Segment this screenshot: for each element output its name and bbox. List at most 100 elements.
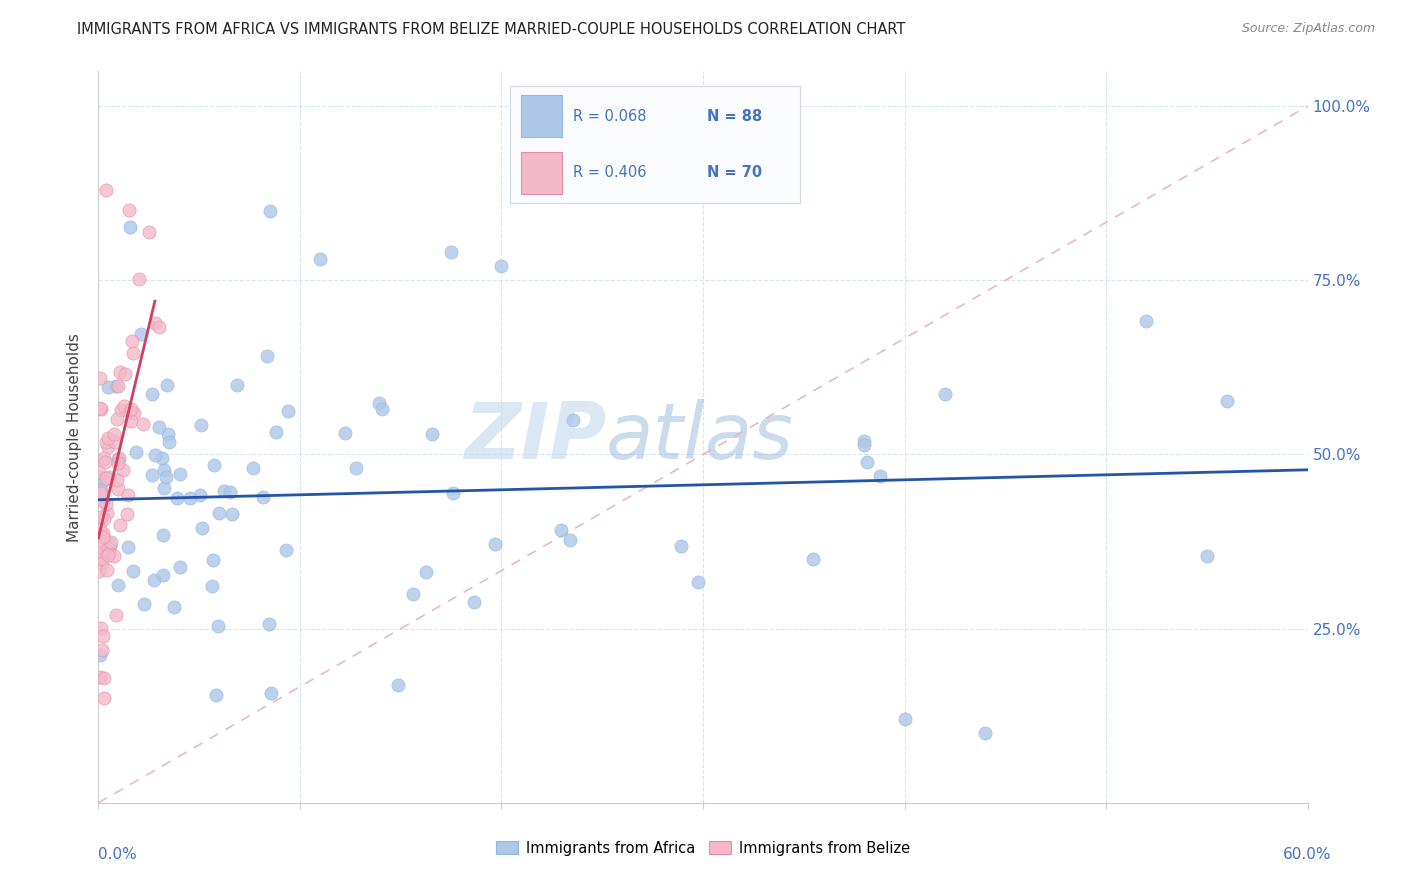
Text: Source: ZipAtlas.com: Source: ZipAtlas.com <box>1241 22 1375 36</box>
Point <box>152 568 174 582</box>
Point <box>97 548 120 562</box>
Point <box>97 431 120 445</box>
Point <box>107 379 129 393</box>
Point <box>90 401 112 416</box>
Point <box>91 526 114 541</box>
Point <box>201 553 224 567</box>
Point <box>128 272 150 286</box>
Point <box>120 402 142 417</box>
Point <box>108 365 131 379</box>
Point <box>219 485 242 500</box>
Point <box>90 486 112 500</box>
Point <box>205 688 228 702</box>
Point <box>93 511 115 525</box>
Point <box>103 549 125 563</box>
Point <box>558 533 581 548</box>
Point <box>132 417 155 432</box>
Text: 60.0%: 60.0% <box>1284 847 1331 862</box>
Point <box>105 473 128 487</box>
Point <box>463 595 485 609</box>
Point <box>152 528 174 542</box>
Point <box>93 450 115 465</box>
Legend: Immigrants from Africa, Immigrants from Belize: Immigrants from Africa, Immigrants from … <box>491 835 915 862</box>
Point <box>387 678 409 692</box>
Point <box>333 426 356 441</box>
Point <box>134 598 156 612</box>
Point <box>309 252 332 267</box>
Point <box>163 600 186 615</box>
Point <box>89 670 111 684</box>
Point <box>89 553 111 567</box>
Point <box>869 469 891 483</box>
Point <box>97 470 120 484</box>
Point <box>207 619 229 633</box>
Point <box>115 508 138 522</box>
Point <box>415 565 437 579</box>
Point <box>669 539 692 553</box>
Point <box>89 552 111 566</box>
Point <box>107 482 129 496</box>
Point <box>143 316 166 330</box>
Point <box>117 541 139 555</box>
Point <box>104 435 127 450</box>
Point <box>89 528 111 542</box>
Point <box>157 435 180 450</box>
Point <box>138 225 160 239</box>
Point <box>93 672 115 686</box>
Point <box>169 467 191 481</box>
Point <box>89 370 111 384</box>
Point <box>124 406 146 420</box>
Point <box>117 488 139 502</box>
Point <box>89 401 111 415</box>
Point <box>191 521 214 535</box>
Point <box>93 545 115 559</box>
Y-axis label: Married-couple Households: Married-couple Households <box>67 333 83 541</box>
Point <box>93 474 115 488</box>
Point <box>94 471 117 485</box>
Point <box>179 491 201 506</box>
Point <box>344 461 367 475</box>
Point <box>108 450 131 465</box>
Point <box>90 483 112 497</box>
Point <box>94 455 117 469</box>
Point <box>484 537 506 551</box>
Point <box>89 469 111 483</box>
Point <box>94 434 117 449</box>
Point <box>118 202 141 217</box>
Point <box>107 456 129 470</box>
Point <box>93 549 115 563</box>
Point <box>1135 314 1157 328</box>
Point <box>96 563 118 577</box>
Point <box>108 518 131 533</box>
Point <box>441 486 464 500</box>
Text: 0.0%: 0.0% <box>98 847 138 862</box>
Point <box>226 378 249 392</box>
Point <box>107 452 129 467</box>
Point <box>974 726 997 740</box>
Point <box>259 617 281 632</box>
Point <box>148 420 170 434</box>
Point <box>90 510 112 524</box>
Point <box>256 349 278 363</box>
Point <box>143 448 166 462</box>
Point <box>97 541 120 556</box>
Point <box>491 260 513 274</box>
Point <box>264 425 287 439</box>
Point <box>801 552 824 566</box>
Point <box>143 573 166 587</box>
Point <box>129 327 152 342</box>
Point <box>125 445 148 459</box>
Point <box>120 405 142 419</box>
Point <box>104 607 127 622</box>
Point <box>121 334 143 349</box>
Point <box>893 712 915 726</box>
Point <box>103 427 125 442</box>
Point <box>120 414 142 428</box>
Point <box>91 642 114 657</box>
Point <box>97 536 120 550</box>
Point <box>112 400 135 414</box>
Point <box>141 467 163 482</box>
Point <box>97 380 120 394</box>
Point <box>122 345 145 359</box>
Point <box>214 483 236 498</box>
